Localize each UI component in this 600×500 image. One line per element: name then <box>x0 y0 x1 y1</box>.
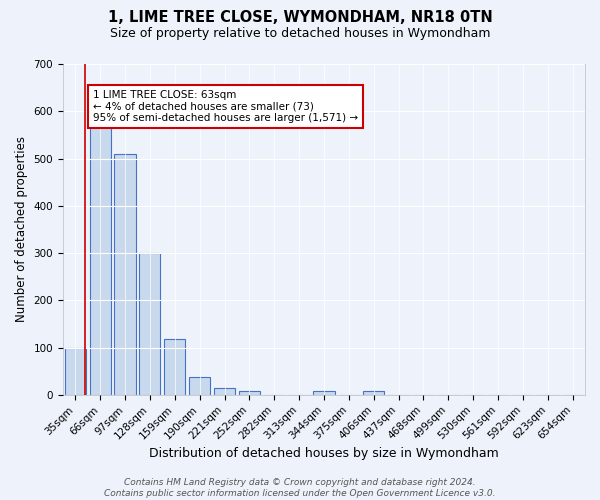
Text: Size of property relative to detached houses in Wymondham: Size of property relative to detached ho… <box>110 28 490 40</box>
Text: 1, LIME TREE CLOSE, WYMONDHAM, NR18 0TN: 1, LIME TREE CLOSE, WYMONDHAM, NR18 0TN <box>107 10 493 25</box>
Bar <box>139 253 160 395</box>
Text: Contains HM Land Registry data © Crown copyright and database right 2024.
Contai: Contains HM Land Registry data © Crown c… <box>104 478 496 498</box>
Bar <box>214 388 235 395</box>
Bar <box>189 377 210 395</box>
Text: 1 LIME TREE CLOSE: 63sqm
← 4% of detached houses are smaller (73)
95% of semi-de: 1 LIME TREE CLOSE: 63sqm ← 4% of detache… <box>93 90 358 123</box>
Bar <box>313 391 335 395</box>
Bar <box>239 391 260 395</box>
Bar <box>363 391 384 395</box>
Bar <box>65 348 86 395</box>
Bar <box>115 154 136 395</box>
X-axis label: Distribution of detached houses by size in Wymondham: Distribution of detached houses by size … <box>149 447 499 460</box>
Bar <box>164 339 185 395</box>
Y-axis label: Number of detached properties: Number of detached properties <box>15 136 28 322</box>
Bar <box>89 123 111 395</box>
